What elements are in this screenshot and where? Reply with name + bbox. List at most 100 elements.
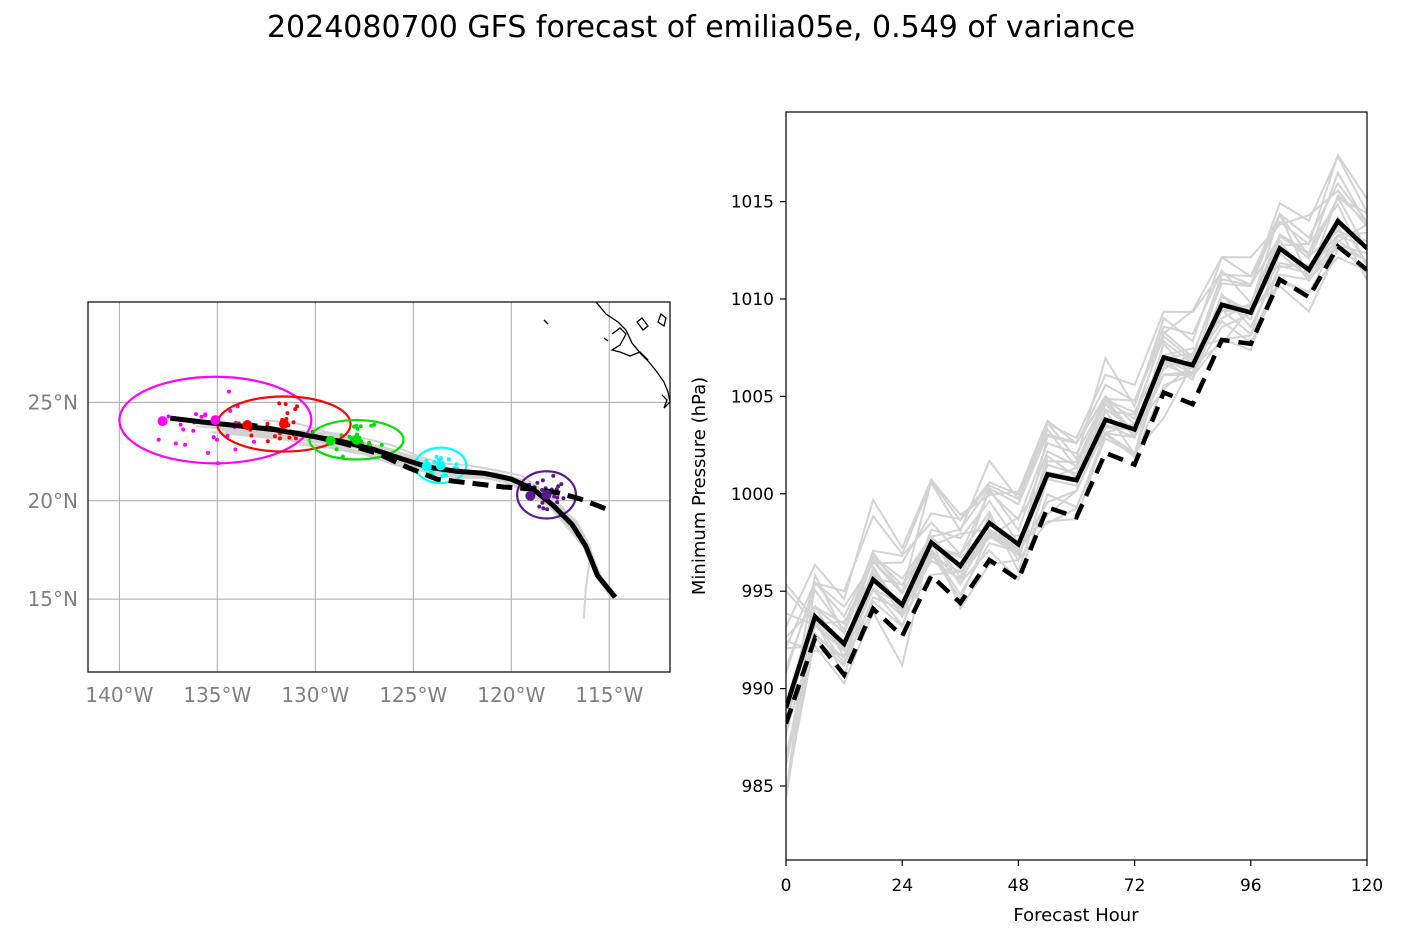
day-3-member-mean-position <box>325 435 336 446</box>
day-2-member-point <box>295 404 300 409</box>
map-background <box>88 302 670 672</box>
lat-tick-label: 20°N <box>28 489 78 513</box>
day-5-member-point <box>551 473 556 478</box>
ellipse-centers <box>157 415 552 501</box>
day-5-member-point <box>556 484 561 489</box>
track-map: 140°W 135°W 130°W 125°W 120°W 115°W 15°N 20°N 25… <box>28 301 671 707</box>
day-1-mean-position <box>210 415 221 426</box>
day-1-member-point <box>206 450 210 455</box>
x-tick-label: 96 <box>1240 876 1262 896</box>
map-gridlines <box>88 302 670 672</box>
day-2-member-point <box>265 421 270 426</box>
day-2-mean-position <box>278 419 289 430</box>
day-4-member-point <box>440 474 445 479</box>
pressure-chart: 0 24 48 72 96 120 985 990 995 1000 1005 1010 1015 Fo… <box>689 111 1383 926</box>
ensemble-track <box>582 559 591 619</box>
ensemble-pressure-line <box>786 154 1367 674</box>
day-2-member-point <box>285 411 290 416</box>
day-2-member-point <box>287 435 292 440</box>
day-3-ellipse <box>308 418 405 461</box>
ensemble-pressure-line <box>786 152 1367 628</box>
day-3-member-point <box>379 443 384 447</box>
day-5-ellipse <box>516 470 578 520</box>
ensemble-pressure-line <box>786 255 1367 733</box>
day-1-member-point <box>215 437 219 442</box>
day-1-member-point <box>211 435 216 440</box>
ensemble-track <box>298 443 614 599</box>
y-tick-label: 985 <box>742 777 774 797</box>
y-tick-label: 1015 <box>731 193 774 213</box>
day-5-member-point <box>540 478 545 483</box>
x-tick-label: 48 <box>1008 876 1030 896</box>
pressure-axis-ticks: 0 24 48 72 96 120 985 990 995 1000 1005 1010 1015 <box>731 193 1383 896</box>
y-axis-label: Minimum Pressure (hPa) <box>689 377 710 595</box>
y-tick-label: 1010 <box>731 290 774 310</box>
day-1-member-point <box>228 408 233 413</box>
day-5-member-point <box>540 488 545 492</box>
lon-tick-label: 135°W <box>183 683 251 707</box>
x-tick-label: 0 <box>781 876 792 896</box>
mexico-coastline <box>543 302 670 409</box>
day-2-member-point <box>265 439 270 444</box>
lat-tick-label: 25°N <box>28 390 78 414</box>
day-1-ellipse <box>118 375 313 465</box>
lon-tick-label: 125°W <box>379 683 447 707</box>
day-3-member-point <box>372 422 377 427</box>
day-5-member-point <box>541 506 546 511</box>
day-1-member-point <box>181 427 186 432</box>
day-2-member-point <box>291 420 296 425</box>
day-4-member-point <box>432 460 437 464</box>
day-1-member-mean-position <box>157 416 168 427</box>
day-5-member-mean-position <box>525 490 536 501</box>
day-4-member-point <box>434 454 439 459</box>
solid-pressure-line <box>786 217 1367 709</box>
ensemble-pressure-line <box>786 243 1367 755</box>
day-2-member-mean-position <box>242 420 253 431</box>
day-4-member-point <box>430 471 435 476</box>
pressure-frame <box>785 111 1368 861</box>
day-5-member-point <box>535 480 540 485</box>
day-1-member-point <box>156 437 161 442</box>
lon-tick-label: 130°W <box>281 683 349 707</box>
lat-tick-label: 15°N <box>28 587 78 611</box>
dashed-pressure-line <box>786 242 1367 725</box>
day-4-member-point <box>454 462 459 467</box>
day-1-member-point <box>199 414 204 419</box>
day-1-member-point <box>252 439 256 444</box>
day-1-member-point <box>194 412 198 417</box>
day-2-member-point <box>277 401 282 406</box>
day-1-member-point <box>226 389 231 394</box>
x-tick-label: 24 <box>891 876 913 896</box>
day-5-member-point <box>537 504 542 509</box>
ensemble-pressure-line <box>786 189 1367 794</box>
day-3-member-point <box>354 423 359 428</box>
y-tick-label: 990 <box>742 680 774 700</box>
ensemble-pressure-line <box>786 170 1367 669</box>
day-5-member-point <box>552 494 557 499</box>
map-tick-labels: 140°W 135°W 130°W 125°W 120°W 115°W 15°N 20°N 25… <box>28 390 644 707</box>
figure-title: 2024080700 GFS forecast of emilia05e, 0.… <box>266 10 1136 45</box>
day-3-mean-position <box>351 434 362 445</box>
day-3-member-point <box>347 434 352 439</box>
day-1-member-point <box>173 441 178 446</box>
lon-tick-label: 140°W <box>85 683 153 707</box>
day-1-member-point <box>166 414 171 419</box>
day-3-member-point <box>358 424 363 429</box>
day-1-member-point <box>191 428 196 433</box>
day-2-member-point <box>277 436 282 441</box>
ensemble-pressure-line <box>786 235 1367 704</box>
y-tick-label: 995 <box>742 582 774 602</box>
x-tick-label: 120 <box>1351 876 1383 896</box>
day-3-member-point <box>334 447 339 452</box>
y-tick-label: 1005 <box>731 387 774 407</box>
day-1-member-point <box>183 442 188 447</box>
day-5-member-point <box>561 496 566 501</box>
day-5-mean-position <box>541 489 552 500</box>
day-4-member-mean-position <box>421 461 432 472</box>
day-2-member-point <box>293 436 298 441</box>
day-5-member-point <box>540 500 545 505</box>
y-tick-label: 1000 <box>731 485 774 505</box>
lon-tick-label: 120°W <box>477 683 545 707</box>
day-5-member-point <box>555 500 560 505</box>
